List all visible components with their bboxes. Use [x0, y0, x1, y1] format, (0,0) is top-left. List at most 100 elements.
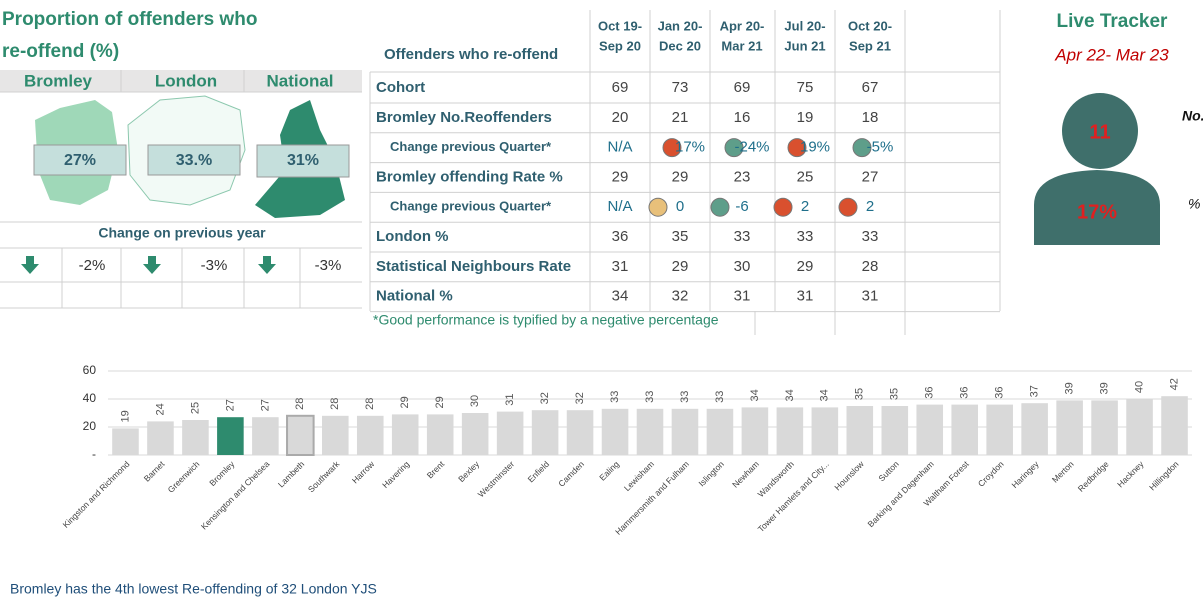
value-label: 36: [994, 386, 1006, 398]
x-tick-label: Hillingdon: [1147, 459, 1181, 493]
tracker-rate: 17%: [1077, 201, 1117, 223]
row-label: Statistical Neighbours Rate: [376, 258, 571, 275]
cell: 34: [612, 288, 629, 305]
cell: 75: [797, 79, 814, 96]
x-tick-label: Kensington and Chelsea: [199, 459, 272, 532]
cell: 69: [734, 79, 751, 96]
bar: [496, 411, 524, 455]
column-header: Jun 21: [784, 38, 825, 53]
row-label: Cohort: [376, 79, 425, 96]
bar: [706, 408, 734, 455]
cell: 20: [612, 109, 629, 126]
cell: 69: [612, 79, 629, 96]
x-tick-label: Tower Hamlets and City...: [756, 459, 831, 534]
bar: [776, 407, 804, 455]
x-tick-label: Haringey: [1010, 458, 1042, 490]
value-label: 19: [119, 410, 131, 422]
cell: 23: [734, 168, 751, 185]
x-tick-label: Croydon: [976, 459, 1006, 489]
value-label: 35: [889, 388, 901, 400]
area-header-bg: [0, 70, 362, 92]
value-label: 33: [714, 391, 726, 403]
cell: 28: [862, 258, 879, 275]
bar: [741, 407, 769, 455]
value-label: 39: [1098, 382, 1110, 394]
tracker-count: 11: [1089, 121, 1110, 143]
bar: [1091, 400, 1118, 455]
tracker-title: Live Tracker: [1057, 11, 1169, 32]
bar: [217, 417, 244, 455]
cell: 18: [862, 109, 879, 126]
bar: [1021, 403, 1048, 455]
cell: 2: [801, 198, 809, 215]
cell: 73: [672, 79, 689, 96]
x-tick-label: Harrow: [350, 458, 377, 485]
x-tick-label: Hounslow: [832, 458, 866, 492]
bar: [461, 413, 489, 455]
x-tick-label: Islington: [696, 459, 726, 489]
x-tick-label: Barnet: [142, 458, 167, 483]
status-dot: [724, 138, 744, 158]
area-value: 27%: [64, 152, 96, 169]
row-label: Change previous Quarter*: [390, 139, 552, 154]
tracker-count-label: No.: [1182, 108, 1203, 124]
column-header: Jul 20-: [784, 18, 825, 33]
bar: [286, 414, 315, 456]
cell: 17%: [675, 139, 705, 156]
cell: 25: [797, 168, 814, 185]
x-tick-label: Camden: [556, 459, 586, 489]
row-label: London %: [376, 228, 448, 245]
area-value: 31%: [287, 152, 319, 169]
bar: [846, 406, 874, 455]
change-value: -3%: [315, 257, 342, 274]
value-label: 34: [749, 389, 761, 401]
y-tick-label: 60: [83, 363, 97, 377]
caption: Bromley has the 4th lowest Re-offending …: [10, 581, 377, 597]
cell: 29: [672, 168, 689, 185]
row-label: Change previous Quarter*: [390, 199, 552, 214]
cell: 31: [612, 258, 629, 275]
bar: [636, 408, 664, 455]
status-dot: [648, 197, 668, 217]
cell: 27: [862, 168, 879, 185]
bar: [356, 415, 384, 455]
value-label: 28: [364, 398, 376, 410]
x-tick-label: Kingston and Richmond: [61, 459, 132, 530]
value-box: [33, 144, 127, 176]
value-label: 32: [574, 392, 586, 404]
value-label: 39: [1064, 382, 1076, 394]
column-header: Apr 20-: [720, 18, 765, 33]
cell: -6: [735, 198, 748, 215]
status-dot: [662, 138, 682, 158]
value-label: 29: [434, 396, 446, 408]
cell: 31: [797, 288, 814, 305]
value-label: 24: [154, 403, 166, 415]
bar: [322, 415, 349, 455]
cell: 2: [866, 198, 874, 215]
bar: [182, 420, 209, 455]
tracker-rate-label: %: [1188, 196, 1200, 212]
row-label: National %: [376, 288, 453, 305]
cell: 19: [797, 109, 814, 126]
cell: 0: [676, 198, 684, 215]
value-label: 27: [259, 399, 271, 411]
value-label: 34: [819, 389, 831, 401]
area-value: 33.%: [176, 152, 212, 169]
person-head: [1062, 93, 1138, 169]
bar: [112, 428, 139, 455]
x-tick-label: Westminster: [476, 459, 516, 499]
x-tick-label: Brent: [425, 458, 447, 480]
value-label: 28: [294, 398, 306, 410]
bar: [986, 404, 1013, 455]
x-tick-label: Havering: [380, 459, 411, 490]
cell: 31: [734, 288, 751, 305]
change-value: -2%: [79, 257, 106, 274]
column-header: Sep 21: [849, 38, 891, 53]
cell: 30: [734, 258, 751, 275]
value-label: 33: [679, 391, 691, 403]
column-header: Oct 19-: [598, 18, 642, 33]
value-label: 35: [854, 388, 866, 400]
bar: [147, 421, 174, 455]
cell: -24%: [734, 139, 769, 156]
bar: [1056, 400, 1083, 455]
